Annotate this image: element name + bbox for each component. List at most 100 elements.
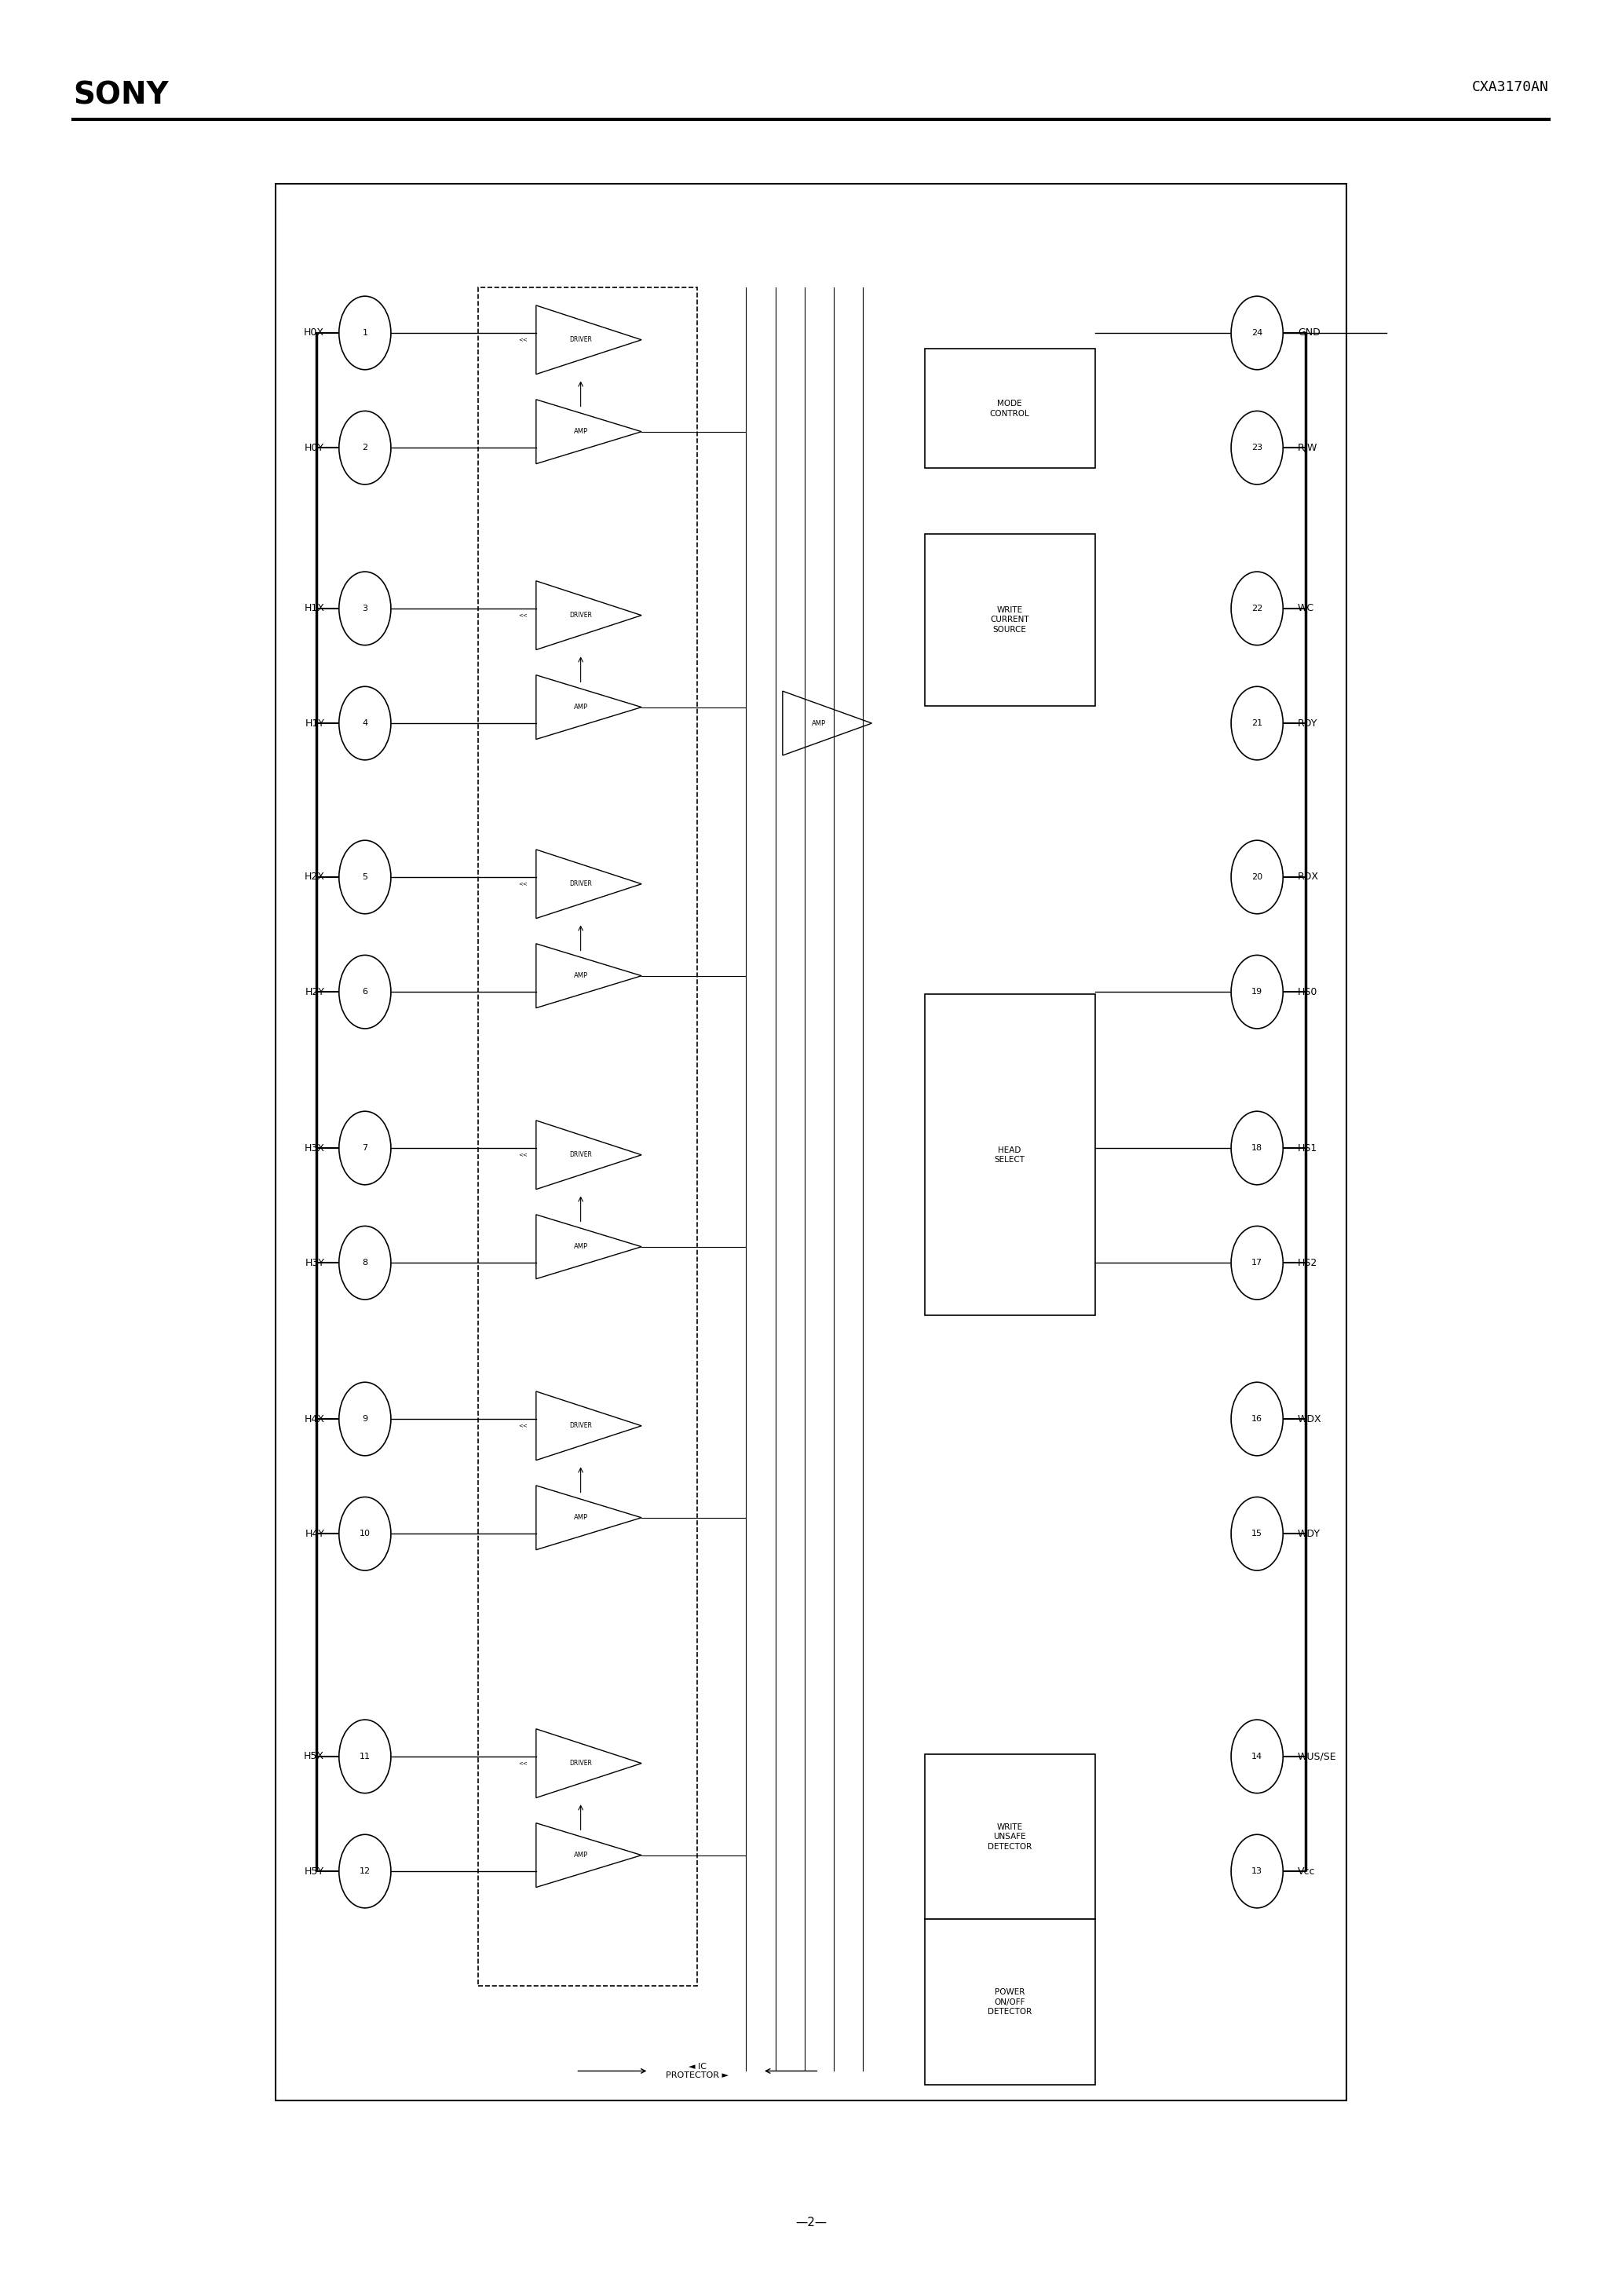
Text: 16: 16: [1252, 1414, 1262, 1424]
Text: 17: 17: [1252, 1258, 1262, 1267]
Text: SONY: SONY: [73, 80, 169, 110]
Text: H1Y: H1Y: [305, 719, 324, 728]
Text: H3Y: H3Y: [305, 1258, 324, 1267]
Text: RDX: RDX: [1298, 872, 1319, 882]
Text: ◄ IC
PROTECTOR ►: ◄ IC PROTECTOR ►: [667, 2062, 728, 2080]
Text: 8: 8: [362, 1258, 368, 1267]
Bar: [478, 287, 697, 1986]
Text: AMP: AMP: [813, 719, 826, 728]
Text: DRIVER: DRIVER: [569, 879, 592, 889]
Text: H0Y: H0Y: [305, 443, 324, 452]
Circle shape: [339, 1720, 391, 1793]
Circle shape: [339, 572, 391, 645]
Bar: [925, 535, 1095, 707]
Circle shape: [339, 955, 391, 1029]
Text: WRITE
UNSAFE
DETECTOR: WRITE UNSAFE DETECTOR: [988, 1823, 1032, 1851]
Text: H2X: H2X: [303, 872, 324, 882]
Circle shape: [339, 296, 391, 370]
Text: WC: WC: [1298, 604, 1314, 613]
Text: 18: 18: [1252, 1143, 1262, 1153]
Text: POWER
ON/OFF
DETECTOR: POWER ON/OFF DETECTOR: [988, 1988, 1032, 2016]
Text: GND: GND: [1298, 328, 1320, 338]
Circle shape: [1231, 1382, 1283, 1456]
Circle shape: [1231, 687, 1283, 760]
Text: —2—: —2—: [795, 2216, 827, 2229]
Text: <<: <<: [519, 882, 529, 886]
Text: RDY: RDY: [1298, 719, 1317, 728]
Bar: [276, 184, 1346, 2101]
Text: 23: 23: [1252, 443, 1262, 452]
Text: 10: 10: [360, 1529, 370, 1538]
Text: WRITE
CURRENT
SOURCE: WRITE CURRENT SOURCE: [989, 606, 1030, 634]
Text: DRIVER: DRIVER: [569, 1150, 592, 1159]
Text: R/W: R/W: [1298, 443, 1317, 452]
Text: H1X: H1X: [303, 604, 324, 613]
Text: AMP: AMP: [574, 703, 587, 712]
Text: H5X: H5X: [303, 1752, 324, 1761]
Text: 3: 3: [362, 604, 368, 613]
Circle shape: [1231, 1226, 1283, 1300]
Text: MODE
CONTROL: MODE CONTROL: [989, 400, 1030, 418]
Text: H2Y: H2Y: [305, 987, 324, 996]
Text: HS0: HS0: [1298, 987, 1317, 996]
Circle shape: [1231, 296, 1283, 370]
Text: AMP: AMP: [574, 1851, 587, 1860]
Text: 12: 12: [360, 1867, 370, 1876]
Text: <<: <<: [519, 613, 529, 618]
Circle shape: [1231, 955, 1283, 1029]
Circle shape: [1231, 572, 1283, 645]
Bar: [925, 1754, 1095, 1919]
Text: WUS/SE: WUS/SE: [1298, 1752, 1337, 1761]
Circle shape: [339, 840, 391, 914]
Circle shape: [339, 687, 391, 760]
Text: AMP: AMP: [574, 971, 587, 980]
Circle shape: [1231, 411, 1283, 484]
Text: DRIVER: DRIVER: [569, 1759, 592, 1768]
Text: H0X: H0X: [303, 328, 324, 338]
Circle shape: [1231, 840, 1283, 914]
Bar: [925, 349, 1095, 468]
Text: 1: 1: [362, 328, 368, 338]
Text: H3X: H3X: [303, 1143, 324, 1153]
Text: 20: 20: [1252, 872, 1262, 882]
Text: H5Y: H5Y: [305, 1867, 324, 1876]
Text: 21: 21: [1252, 719, 1262, 728]
Text: 2: 2: [362, 443, 368, 452]
Text: 4: 4: [362, 719, 368, 728]
Text: <<: <<: [519, 1153, 529, 1157]
Text: DRIVER: DRIVER: [569, 335, 592, 344]
Circle shape: [339, 1382, 391, 1456]
Circle shape: [1231, 1835, 1283, 1908]
Text: 19: 19: [1252, 987, 1262, 996]
Circle shape: [339, 1111, 391, 1185]
Bar: [925, 994, 1095, 1316]
Circle shape: [1231, 1720, 1283, 1793]
Text: 11: 11: [360, 1752, 370, 1761]
Text: <<: <<: [519, 338, 529, 342]
Text: 5: 5: [362, 872, 368, 882]
Circle shape: [339, 1497, 391, 1570]
Text: 22: 22: [1252, 604, 1262, 613]
Text: AMP: AMP: [574, 1242, 587, 1251]
Text: 9: 9: [362, 1414, 368, 1424]
Text: <<: <<: [519, 1424, 529, 1428]
Circle shape: [339, 1226, 391, 1300]
Text: HS1: HS1: [1298, 1143, 1317, 1153]
Text: HEAD
SELECT: HEAD SELECT: [994, 1146, 1025, 1164]
Text: CXA3170AN: CXA3170AN: [1473, 80, 1549, 94]
Circle shape: [1231, 1111, 1283, 1185]
Text: 7: 7: [362, 1143, 368, 1153]
Text: 6: 6: [362, 987, 368, 996]
Text: <<: <<: [519, 1761, 529, 1766]
Text: 13: 13: [1252, 1867, 1262, 1876]
Circle shape: [339, 411, 391, 484]
Text: HS2: HS2: [1298, 1258, 1317, 1267]
Text: 24: 24: [1252, 328, 1262, 338]
Text: 14: 14: [1252, 1752, 1262, 1761]
Text: AMP: AMP: [574, 427, 587, 436]
Text: DRIVER: DRIVER: [569, 611, 592, 620]
Text: WDX: WDX: [1298, 1414, 1322, 1424]
Text: H4Y: H4Y: [305, 1529, 324, 1538]
Bar: [925, 1919, 1095, 2085]
Text: H4X: H4X: [303, 1414, 324, 1424]
